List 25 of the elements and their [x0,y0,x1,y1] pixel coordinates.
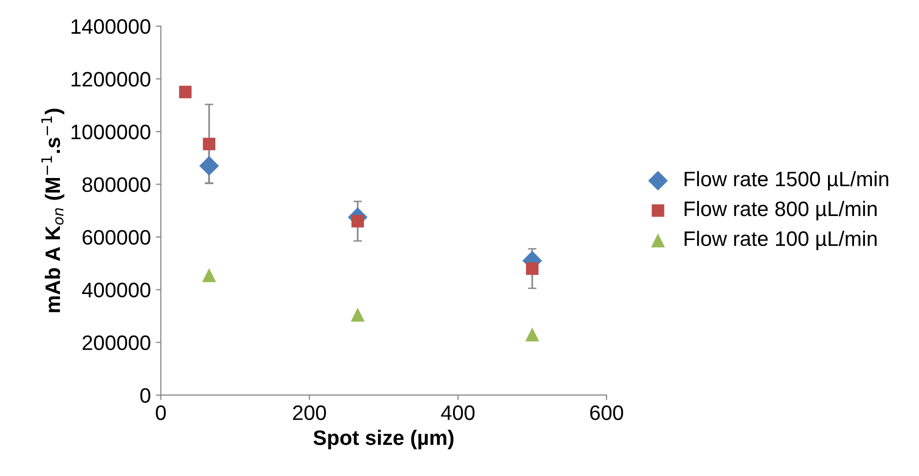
x-axis-title: Spot size (µm) [313,430,454,450]
point [179,86,192,98]
y-tick-label: 0 [140,388,150,403]
x-tick-label: 0 [156,405,166,420]
y-tick-label: 200000 [82,335,150,350]
legend-label: Flow rate 1500 µL/min [684,171,888,191]
y-axis-title: mAb A K$_{on}$ (M$^{−1}$.s$^{−1}$) [41,108,64,312]
point [351,214,364,228]
y-tick-label: 400000 [82,282,150,298]
y-tick-label: 1200000 [72,72,150,87]
point [350,308,365,322]
x-tick-label: 600 [590,405,624,420]
point [202,138,216,150]
legend-label: Flow rate 800 µL/min [684,200,877,220]
x-tick-label: 400 [441,405,475,420]
point [199,156,219,176]
y-tick-label: 600000 [82,230,150,245]
y-tick-label: 1400000 [72,19,150,34]
y-tick-label: 1000000 [72,124,150,140]
legend-label: Flow rate 100 µL/min [684,230,877,250]
point [526,262,539,275]
y-tick-label: 800000 [82,177,150,192]
x-tick-label: 200 [293,405,326,420]
point [525,328,540,342]
point [202,268,216,282]
